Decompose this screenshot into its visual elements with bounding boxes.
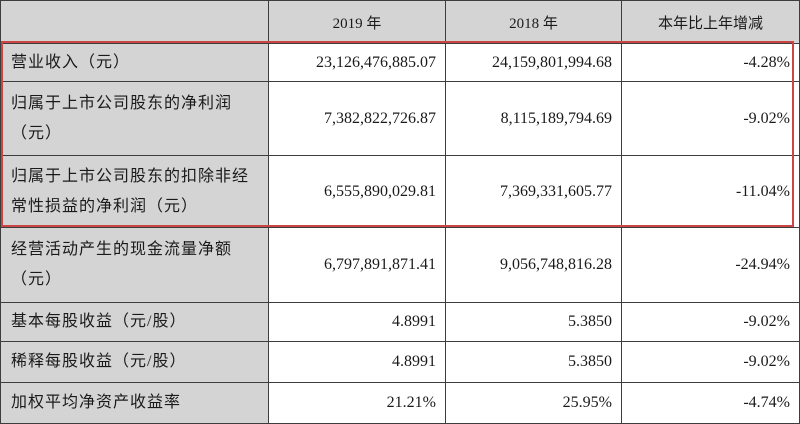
value-2018: 9,056,748,816.28 bbox=[445, 227, 622, 303]
table-row-net-profit-excl-nonrecurring: 归属于上市公司股东的扣除非经 常性损益的净利润（元） 6,555,890,029… bbox=[0, 155, 800, 228]
value-2018: 25.95% bbox=[445, 382, 622, 424]
value-2018: 8,115,189,794.69 bbox=[445, 81, 622, 156]
value-2019: 6,555,890,029.81 bbox=[268, 155, 446, 228]
value-2019: 4.8991 bbox=[268, 302, 446, 342]
row-label: 归属于上市公司股东的净利润 （元） bbox=[0, 81, 269, 156]
header-metric bbox=[0, 0, 269, 44]
value-change: -24.94% bbox=[621, 227, 800, 303]
value-2018: 5.3850 bbox=[445, 302, 622, 342]
value-2019: 21.21% bbox=[268, 382, 446, 424]
header-2019: 2019 年 bbox=[268, 0, 446, 44]
value-2019: 23,126,476,885.07 bbox=[268, 43, 446, 82]
row-label: 归属于上市公司股东的扣除非经 常性损益的净利润（元） bbox=[0, 155, 269, 228]
table-row-basic-eps: 基本每股收益（元/股） 4.8991 5.3850 -9.02% bbox=[0, 302, 800, 342]
table-row-net-profit: 归属于上市公司股东的净利润 （元） 7,382,822,726.87 8,115… bbox=[0, 81, 800, 156]
row-label: 营业收入（元） bbox=[0, 43, 269, 82]
value-change: -4.74% bbox=[621, 382, 800, 424]
header-row: 2019 年 2018 年 本年比上年增减 bbox=[0, 0, 800, 44]
value-change: -9.02% bbox=[621, 81, 800, 156]
value-2019: 7,382,822,726.87 bbox=[268, 81, 446, 156]
table-row-revenue: 营业收入（元） 23,126,476,885.07 24,159,801,994… bbox=[0, 43, 800, 82]
value-change: -9.02% bbox=[621, 302, 800, 342]
value-2018: 7,369,331,605.77 bbox=[445, 155, 622, 228]
header-change: 本年比上年增减 bbox=[621, 0, 800, 44]
value-change: -4.28% bbox=[621, 43, 800, 82]
value-2019: 4.8991 bbox=[268, 341, 446, 383]
value-2018: 24,159,801,994.68 bbox=[445, 43, 622, 82]
table-row-diluted-eps: 稀释每股收益（元/股） 4.8991 5.3850 -9.02% bbox=[0, 341, 800, 383]
value-change: -11.04% bbox=[621, 155, 800, 228]
value-change: -9.02% bbox=[621, 341, 800, 383]
value-2019: 6,797,891,871.41 bbox=[268, 227, 446, 303]
row-label: 经营活动产生的现金流量净额 （元） bbox=[0, 227, 269, 303]
value-2018: 5.3850 bbox=[445, 341, 622, 383]
row-label: 稀释每股收益（元/股） bbox=[0, 341, 269, 383]
row-label: 加权平均净资产收益率 bbox=[0, 382, 269, 424]
table-row-weighted-avg-roe: 加权平均净资产收益率 21.21% 25.95% -4.74% bbox=[0, 382, 800, 424]
table-row-operating-cash-flow: 经营活动产生的现金流量净额 （元） 6,797,891,871.41 9,056… bbox=[0, 227, 800, 303]
row-label: 基本每股收益（元/股） bbox=[0, 302, 269, 342]
header-2018: 2018 年 bbox=[445, 0, 622, 44]
